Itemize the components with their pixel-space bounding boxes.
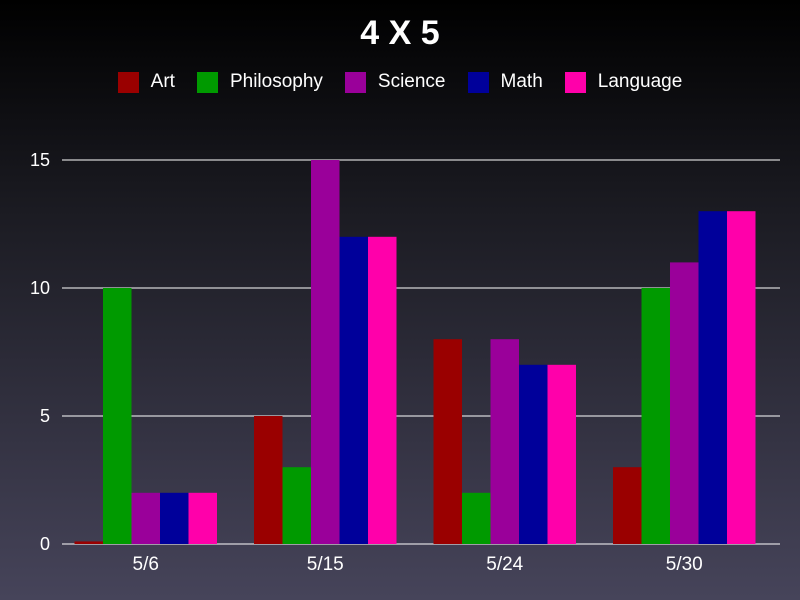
bar-language [368,236,397,545]
bar-science [131,492,160,544]
legend-label: Math [500,71,543,92]
bar-math [519,364,548,544]
bar-philosophy [462,492,491,544]
x-tick-label: 5/15 [307,554,344,575]
bar-philosophy [282,467,311,544]
legend-label: Philosophy [229,71,323,92]
bar-language [547,364,576,544]
legend-item-language: Language [564,71,683,93]
legend-item-math: Math [467,71,543,93]
bar-art [74,541,103,544]
bar-science [311,160,340,544]
y-tick-label: 0 [40,534,50,554]
y-tick-label: 10 [30,278,50,298]
y-tick-label: 15 [30,150,50,170]
legend-item-philosophy: Philosophy [196,71,323,93]
legend-swatch [196,71,218,93]
x-tick-label: 5/24 [486,554,523,575]
legend-label: Art [150,71,175,92]
bar-science [490,339,519,544]
bar-math [339,236,368,545]
bar-math [160,492,189,544]
legend-swatch [467,71,489,93]
legend-swatch [564,71,586,93]
legend-swatch [117,71,139,93]
legend-item-art: Art [117,71,175,93]
bar-art [433,339,462,544]
legend-label: Science [377,71,446,92]
legend-swatch [344,71,366,93]
bar-math [698,211,727,544]
bar-language [727,211,756,544]
bar-philosophy [103,288,132,544]
legend-label: Language [597,71,683,92]
bar-science [670,262,699,544]
chart-title: 4 X 5 [360,14,440,52]
bar-art [613,467,642,544]
bar-philosophy [641,288,670,544]
bar-language [188,492,217,544]
legend-item-science: Science [344,71,446,93]
x-tick-label: 5/30 [666,554,703,575]
x-tick-label: 5/6 [133,554,159,575]
legend: Art Philosophy Science Math Language [0,71,800,93]
y-tick-label: 5 [40,406,50,426]
bar-art [254,416,283,544]
